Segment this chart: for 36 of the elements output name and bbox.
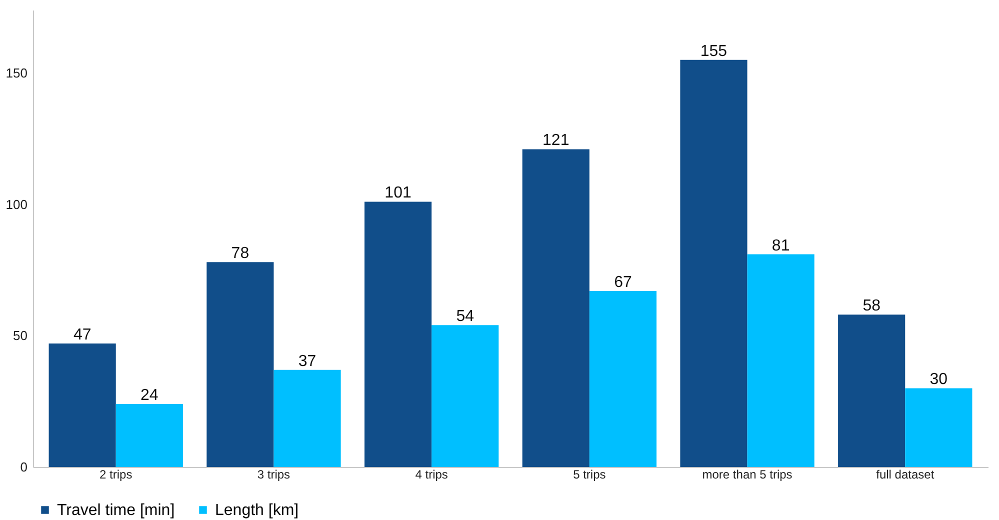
data-label: 121 — [542, 132, 570, 150]
legend-label: Travel time [min] — [57, 502, 175, 519]
bar — [274, 370, 341, 467]
legend-label: Length [km] — [215, 502, 299, 519]
x-tick-label: full dataset — [876, 468, 935, 482]
bar — [589, 291, 657, 467]
data-label: 24 — [140, 386, 158, 404]
data-label: 30 — [930, 371, 948, 388]
bar — [838, 314, 906, 467]
bar — [364, 202, 432, 467]
y-tick-label: 50 — [13, 328, 28, 344]
data-label: 47 — [73, 326, 92, 344]
bar — [905, 388, 972, 467]
y-tick-label: 0 — [20, 460, 28, 474]
data-label: 54 — [456, 308, 474, 326]
x-tick-label: 4 trips — [415, 468, 448, 482]
x-tick-label: 5 trips — [573, 468, 606, 482]
data-label: 78 — [231, 245, 250, 262]
x-tick-label: 2 trips — [100, 468, 132, 482]
x-tick-label: more than 5 trips — [702, 468, 792, 482]
data-label: 67 — [614, 274, 632, 292]
bar — [206, 262, 274, 467]
bar — [522, 149, 590, 467]
bar — [747, 254, 814, 467]
bar — [680, 60, 748, 467]
bar — [432, 325, 499, 467]
data-label: 101 — [384, 184, 412, 202]
bar — [116, 404, 183, 467]
bar — [48, 344, 116, 467]
data-label: 81 — [772, 237, 790, 254]
x-tick-label: 3 trips — [257, 468, 290, 482]
y-tick-label: 100 — [6, 196, 28, 212]
y-tick-label: 150 — [6, 66, 28, 81]
data-label: 37 — [298, 352, 316, 370]
data-label: 155 — [700, 42, 728, 60]
data-label: 58 — [862, 298, 881, 315]
